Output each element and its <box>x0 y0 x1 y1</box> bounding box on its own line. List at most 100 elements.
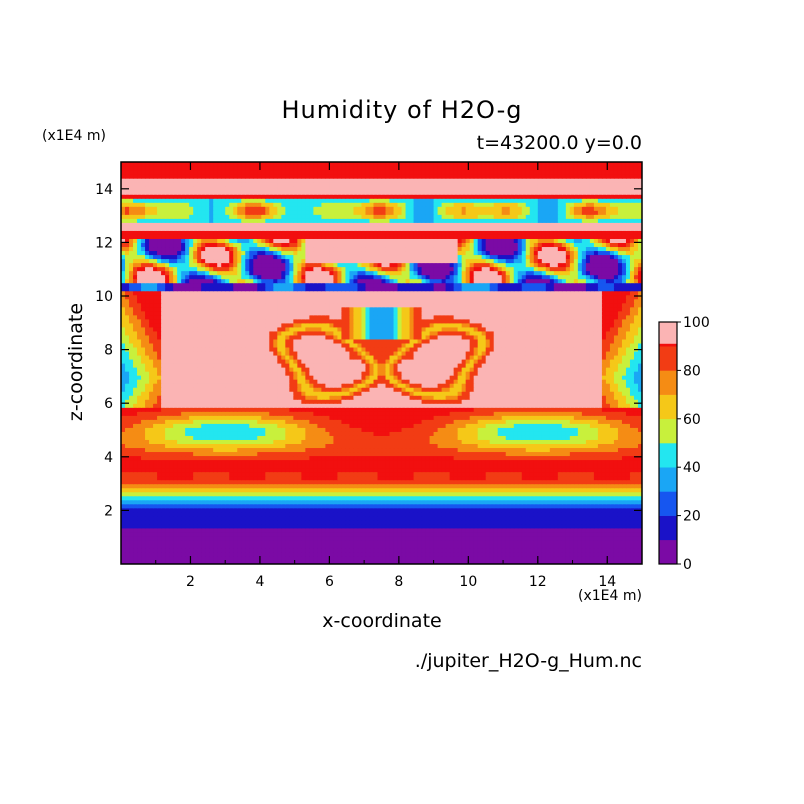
contour-cell <box>225 439 230 444</box>
contour-cell <box>561 535 567 541</box>
contour-cell <box>169 427 174 432</box>
contour-cell <box>513 523 519 529</box>
contour-cell <box>509 519 515 525</box>
contour-cell <box>385 447 391 453</box>
contour-cell <box>133 495 138 501</box>
contour-cell <box>257 515 262 521</box>
contour-cell <box>477 471 483 477</box>
contour-cell <box>289 407 294 412</box>
contour-cell <box>453 483 459 489</box>
contour-cell <box>537 435 543 440</box>
contour-cell <box>477 559 483 564</box>
contour-cell <box>181 467 186 473</box>
contour-cell <box>393 539 399 545</box>
contour-cell <box>317 535 322 541</box>
contour-cell <box>417 479 423 485</box>
contour-cell <box>473 495 479 501</box>
contour-cell <box>381 435 387 440</box>
contour-cell <box>389 547 395 553</box>
contour-cell <box>561 519 567 525</box>
contour-cell <box>377 503 383 509</box>
contour-cell <box>485 475 491 481</box>
contour-cell <box>489 423 495 428</box>
contour-cell <box>533 471 539 477</box>
contour-cell <box>545 555 551 561</box>
contour-cell <box>373 507 379 513</box>
contour-cell <box>145 467 150 473</box>
contour-cell <box>377 415 383 420</box>
contour-cell <box>253 547 258 553</box>
contour-cell <box>457 543 463 549</box>
contour-cell <box>317 499 322 505</box>
contour-cell <box>433 507 439 513</box>
contour-cell <box>473 447 479 453</box>
contour-cell <box>409 463 415 469</box>
contour-cell <box>509 411 515 416</box>
contour-cell <box>577 503 583 509</box>
contour-cell <box>605 459 611 465</box>
contour-cell <box>409 447 415 453</box>
contour-cell <box>573 463 579 469</box>
contour-cell <box>181 511 186 517</box>
contour-cell <box>581 495 587 501</box>
contour-cell <box>313 459 318 465</box>
contour-cell <box>221 543 226 549</box>
contour-cell <box>393 459 399 465</box>
contour-cell <box>353 543 359 549</box>
contour-cell <box>125 427 130 432</box>
contour-cell <box>237 547 242 553</box>
contour-cell <box>385 443 391 449</box>
contour-cell <box>153 447 158 453</box>
contour-cell <box>181 519 186 525</box>
contour-cell <box>289 491 294 497</box>
contour-cell <box>373 475 379 481</box>
contour-cell <box>381 459 387 465</box>
contour-cell <box>425 519 431 525</box>
contour-cell <box>289 455 294 461</box>
contour-cell <box>529 535 535 541</box>
contour-cell <box>137 539 142 545</box>
contour-cell <box>149 531 154 537</box>
contour-cell <box>277 423 282 428</box>
contour-cell <box>637 539 642 545</box>
contour-cell <box>609 435 615 440</box>
contour-cell <box>245 447 250 453</box>
contour-cell <box>297 535 302 541</box>
contour-cell <box>409 411 415 416</box>
contour-cell <box>149 519 154 525</box>
contour-cell <box>297 547 302 553</box>
contour-cell <box>349 535 355 541</box>
contour-cell <box>389 507 395 513</box>
contour-cell <box>301 407 306 412</box>
contour-cell <box>425 455 431 461</box>
contour-cell <box>293 423 298 428</box>
contour-cell <box>537 547 543 553</box>
contour-cell <box>213 415 218 420</box>
contour-cell <box>453 491 459 497</box>
contour-cell <box>261 411 266 416</box>
contour-cell <box>185 559 190 564</box>
contour-cell <box>197 475 202 481</box>
contour-cell <box>485 451 491 457</box>
contour-cell <box>293 483 298 489</box>
contour-cell <box>537 503 543 509</box>
contour-cell <box>625 523 631 529</box>
contour-cell <box>481 511 487 517</box>
contour-cell <box>217 519 222 525</box>
contour-cell <box>317 459 322 465</box>
contour-cell <box>209 511 214 517</box>
contour-cell <box>449 515 455 521</box>
contour-cell <box>301 471 306 477</box>
contour-cell <box>593 415 599 420</box>
contour-cell <box>465 519 471 525</box>
contour-cell <box>241 491 246 497</box>
contour-cell <box>185 527 190 533</box>
contour-cell <box>181 451 186 457</box>
contour-cell <box>417 507 423 513</box>
contour-cell <box>461 471 467 477</box>
contour-cell <box>565 519 571 525</box>
contour-cell <box>261 471 266 477</box>
contour-cell <box>469 523 475 529</box>
contour-cell <box>457 547 463 553</box>
contour-cell <box>381 523 387 529</box>
